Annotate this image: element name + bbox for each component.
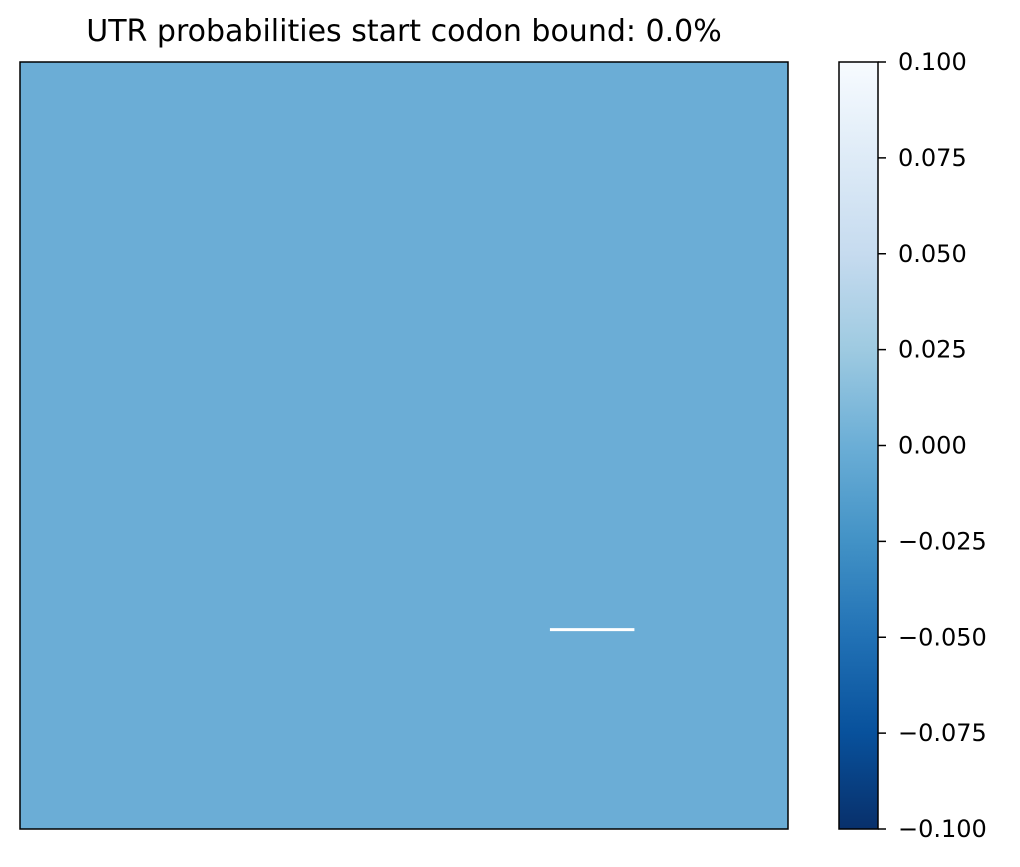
colorbar-ticks: 0.100 0.075 0.050 0.025 0.000 −0.025 −0.050 −0.… [878,48,987,843]
colorbar-tick-label: 0.000 [898,432,967,460]
colorbar-tick-label: 0.025 [898,336,967,364]
heatmap-axes-frame [19,61,789,830]
colorbar-tick-label: −0.100 [898,815,987,843]
colorbar-tick-label: −0.050 [898,623,987,651]
colorbar-tick-label: −0.075 [898,719,987,747]
colorbar-tick-label: 0.075 [898,144,967,172]
chart-title: UTR probabilities start codon bound: 0.0… [86,14,722,49]
colorbar-tick-label: 0.050 [898,240,967,268]
colorbar-tick-label: 0.100 [898,48,967,76]
heatmap-cell [20,62,788,829]
colorbar-tick-label: −0.025 [898,527,987,555]
colorbar [839,62,878,829]
